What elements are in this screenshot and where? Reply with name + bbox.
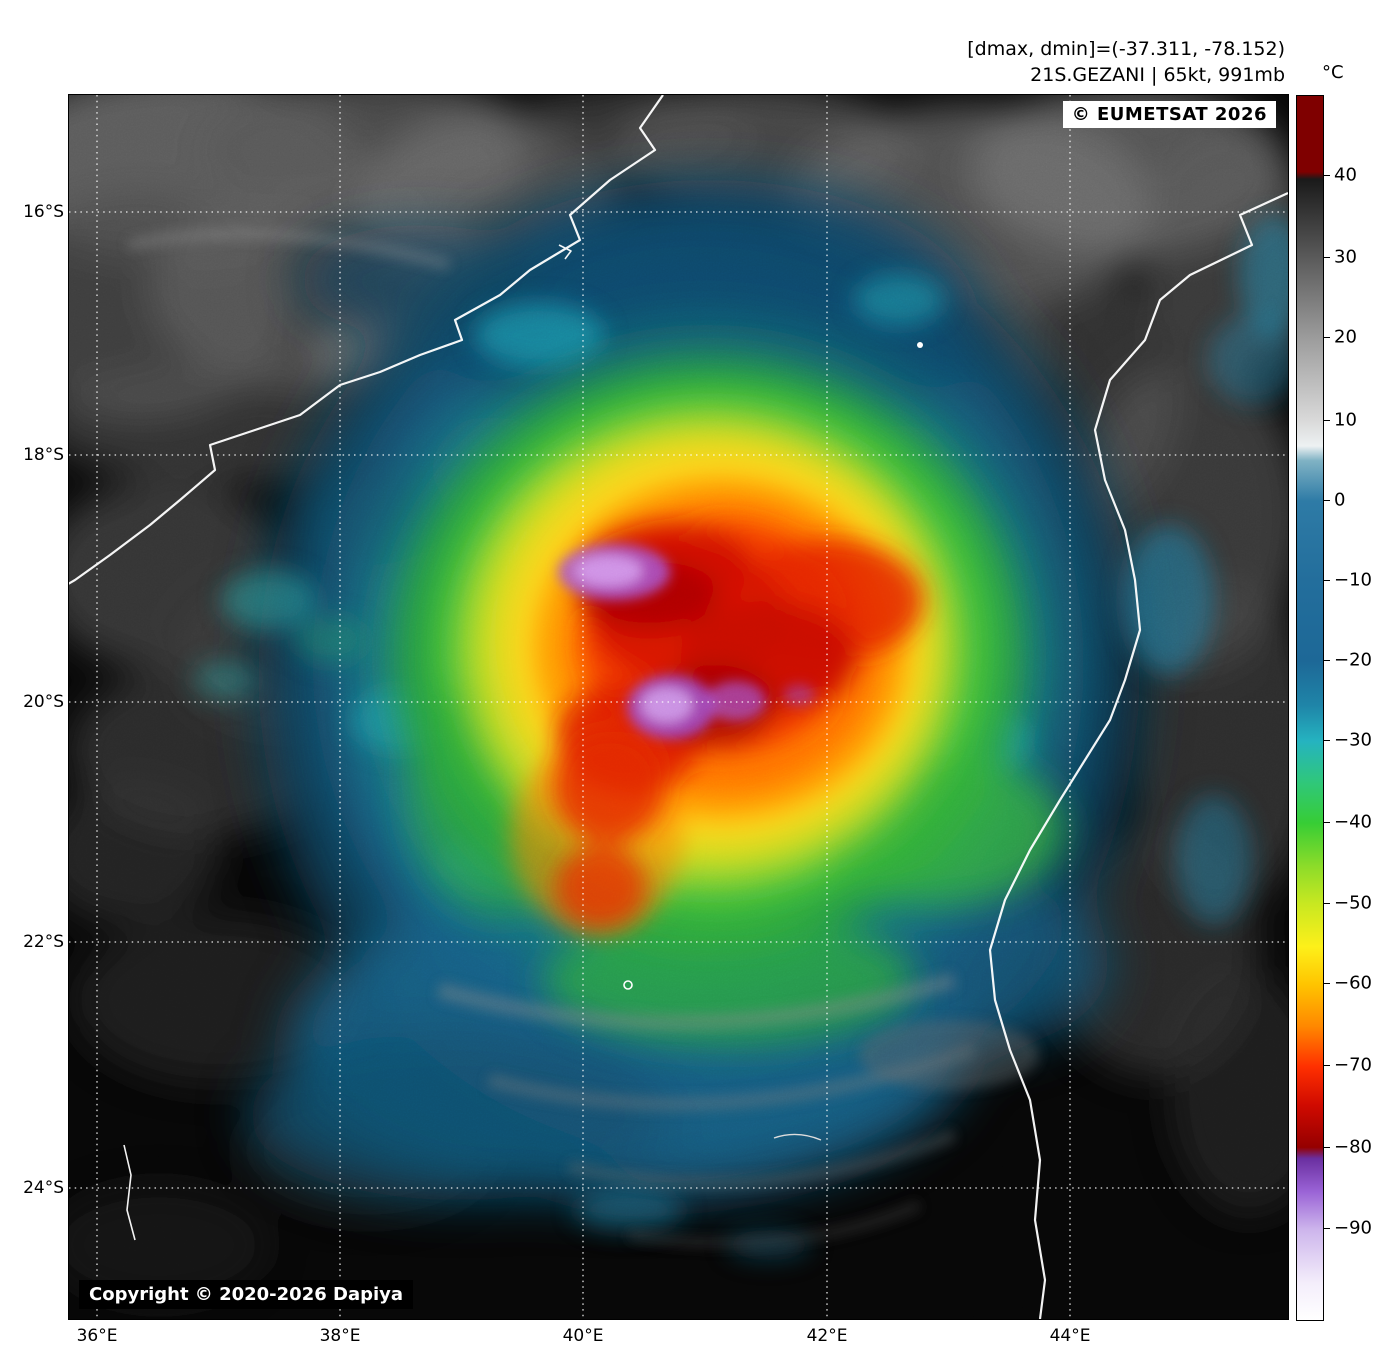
colorbar-tick-label: 0 bbox=[1334, 489, 1346, 511]
colorbar-tick-label: −80 bbox=[1334, 1136, 1372, 1158]
lon-label-44e: 44°E bbox=[1049, 1326, 1091, 1346]
colorbar-tick-label: −90 bbox=[1334, 1217, 1372, 1239]
colorbar-tick-label: −10 bbox=[1334, 569, 1372, 591]
latlon-gridlines bbox=[69, 95, 1288, 1319]
lon-label-42e: 42°E bbox=[806, 1326, 848, 1346]
island-outline-southwest bbox=[123, 1144, 136, 1241]
colorbar-tick bbox=[1323, 257, 1330, 258]
lat-label-20s: 20°S bbox=[23, 692, 64, 712]
small-island-arc bbox=[773, 1133, 822, 1141]
colorbar-tick-label: 10 bbox=[1334, 409, 1357, 431]
header-readouts: [dmax, dmin]=(-37.311, -78.152) 21S.GEZA… bbox=[967, 36, 1285, 88]
colorbar-tick bbox=[1323, 500, 1330, 501]
madagascar-coastline bbox=[988, 192, 1288, 1319]
lon-label-38e: 38°E bbox=[319, 1326, 361, 1346]
lat-label-22s: 22°S bbox=[23, 932, 64, 952]
satellite-map: © EUMETSAT 2026 Copyright © 2020-2026 Da… bbox=[68, 94, 1289, 1320]
colorbar-tick bbox=[1323, 1228, 1330, 1229]
satellite-image bbox=[69, 95, 1288, 1319]
colorbar-tick-label: −20 bbox=[1334, 649, 1372, 671]
colorbar-tick-label: −60 bbox=[1334, 972, 1372, 994]
colorbar-unit-label: °C bbox=[1322, 62, 1344, 83]
colorbar-tick-label: −50 bbox=[1334, 892, 1372, 914]
africa-coastline bbox=[69, 95, 664, 585]
colorbar-tick bbox=[1323, 580, 1330, 581]
colorbar-tick-label: −70 bbox=[1334, 1054, 1372, 1076]
temperature-colorbar bbox=[1296, 95, 1324, 1321]
colorbar-tick bbox=[1323, 175, 1330, 176]
dmax-dmin-readout: [dmax, dmin]=(-37.311, -78.152) bbox=[967, 38, 1285, 60]
lat-label-16s: 16°S bbox=[23, 202, 64, 222]
colorbar-tick-label: −30 bbox=[1334, 729, 1372, 751]
lat-label-18s: 18°S bbox=[23, 445, 64, 465]
colorbar-tick bbox=[1323, 740, 1330, 741]
colorbar-tick bbox=[1323, 337, 1330, 338]
eumetsat-badge: © EUMETSAT 2026 bbox=[1062, 101, 1276, 128]
colorbar-tick-label: 30 bbox=[1334, 246, 1357, 268]
colorbar-tick bbox=[1323, 420, 1330, 421]
lat-label-24s: 24°S bbox=[23, 1178, 64, 1198]
colorbar-tick bbox=[1323, 1147, 1330, 1148]
colorbar-tick-label: −40 bbox=[1334, 811, 1372, 833]
colorbar-tick-label: 40 bbox=[1334, 164, 1357, 186]
colorbar-tick bbox=[1323, 660, 1330, 661]
lon-label-36e: 36°E bbox=[76, 1326, 118, 1346]
colorbar-tick bbox=[1323, 822, 1330, 823]
colorbar-tick-label: 20 bbox=[1334, 326, 1357, 348]
copyright-badge: Copyright © 2020-2026 Dapiya bbox=[79, 1280, 414, 1309]
small-coast-detail bbox=[558, 244, 572, 260]
small-atoll-ring bbox=[623, 980, 633, 990]
small-island-dot bbox=[917, 342, 923, 348]
lon-label-40e: 40°E bbox=[562, 1326, 604, 1346]
colorbar-tick bbox=[1323, 903, 1330, 904]
noise-texture bbox=[69, 95, 1288, 1319]
storm-info-readout: 21S.GEZANI | 65kt, 991mb bbox=[1030, 64, 1285, 86]
colorbar-tick bbox=[1323, 1065, 1330, 1066]
colorbar-tick bbox=[1323, 983, 1330, 984]
